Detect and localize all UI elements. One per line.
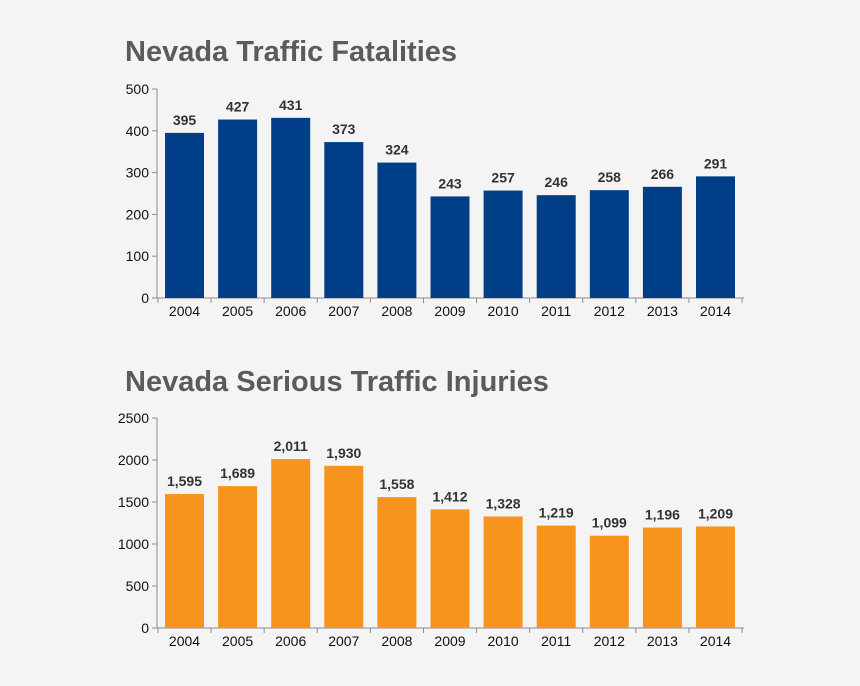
data-label: 257: [491, 170, 515, 186]
x-tick-label: 2009: [434, 303, 465, 319]
bar: [218, 119, 258, 298]
x-tick-label: 2011: [541, 303, 571, 319]
bar: [218, 486, 258, 628]
data-label: 1,558: [379, 476, 414, 492]
bar: [483, 190, 523, 298]
y-tick-label: 100: [126, 248, 150, 264]
bar: [483, 516, 523, 628]
chart-title-injuries: Nevada Serious Traffic Injuries: [125, 366, 549, 398]
bar: [377, 497, 417, 628]
bar: [377, 162, 417, 298]
chart-title-fatalities: Nevada Traffic Fatalities: [125, 36, 458, 68]
data-label: 2,011: [274, 438, 308, 454]
x-tick-label: 2014: [700, 303, 731, 319]
bar: [696, 526, 735, 628]
x-tick-label: 2009: [434, 633, 465, 649]
bar: [324, 142, 364, 298]
x-tick-label: 2013: [647, 303, 678, 319]
x-tick-label: 2005: [222, 303, 253, 319]
data-label: 1,412: [432, 488, 467, 504]
data-label: 1,689: [220, 465, 255, 481]
data-label: 395: [173, 112, 197, 128]
data-label: 243: [438, 175, 462, 191]
x-tick-label: 2014: [700, 633, 731, 649]
data-label: 1,209: [698, 505, 733, 521]
data-label: 1,099: [592, 515, 627, 531]
y-tick-label: 400: [126, 123, 150, 139]
data-label: 258: [598, 169, 622, 185]
x-tick-label: 2006: [275, 633, 306, 649]
x-tick-label: 2008: [381, 303, 412, 319]
bar: [536, 525, 576, 628]
bar: [271, 117, 311, 298]
x-tick-label: 2010: [488, 303, 519, 319]
x-tick-label: 2007: [328, 303, 359, 319]
data-label: 1,219: [539, 505, 574, 521]
data-label: 1,328: [486, 495, 521, 511]
data-label: 266: [651, 166, 675, 182]
data-label: 373: [332, 121, 356, 137]
bar: [324, 465, 364, 628]
data-label: 324: [385, 142, 409, 158]
bar: [589, 535, 629, 628]
x-tick-label: 2013: [647, 633, 678, 649]
y-tick-label: 500: [126, 81, 150, 97]
data-label: 427: [226, 99, 250, 115]
x-tick-label: 2012: [594, 303, 625, 319]
y-tick-label: 1000: [118, 536, 149, 552]
x-tick-label: 2004: [169, 633, 200, 649]
data-label: 1,930: [326, 445, 361, 461]
x-tick-label: 2004: [169, 303, 200, 319]
data-label: 246: [545, 174, 569, 190]
bar: [165, 132, 204, 298]
bar: [536, 195, 576, 298]
y-tick-label: 1500: [118, 494, 149, 510]
y-tick-label: 200: [126, 206, 150, 222]
x-tick-label: 2008: [381, 633, 412, 649]
y-tick-label: 0: [141, 290, 149, 306]
bar: [696, 176, 735, 298]
data-label: 1,196: [645, 507, 680, 523]
bar: [642, 527, 682, 628]
data-label: 431: [279, 97, 303, 113]
data-label: 291: [704, 155, 728, 171]
y-tick-label: 2000: [118, 452, 149, 468]
bar: [165, 494, 204, 628]
x-tick-label: 2010: [488, 633, 519, 649]
y-tick-label: 500: [126, 578, 150, 594]
fatalities-bar-chart: 0 100 200 300 400 500 395 2004 427 2005 431 2006 373…: [126, 81, 744, 319]
bar: [589, 190, 629, 298]
x-tick-label: 2006: [275, 303, 306, 319]
x-tick-label: 2007: [328, 633, 359, 649]
x-tick-label: 2012: [594, 633, 625, 649]
bar: [271, 459, 311, 628]
bar: [430, 509, 470, 628]
bar: [642, 186, 682, 298]
y-tick-label: 2500: [118, 410, 149, 426]
bar: [430, 196, 470, 298]
x-tick-label: 2011: [541, 633, 571, 649]
x-tick-label: 2005: [222, 633, 253, 649]
y-tick-label: 300: [126, 165, 150, 181]
y-tick-label: 0: [141, 620, 149, 636]
data-label: 1,595: [167, 473, 202, 489]
